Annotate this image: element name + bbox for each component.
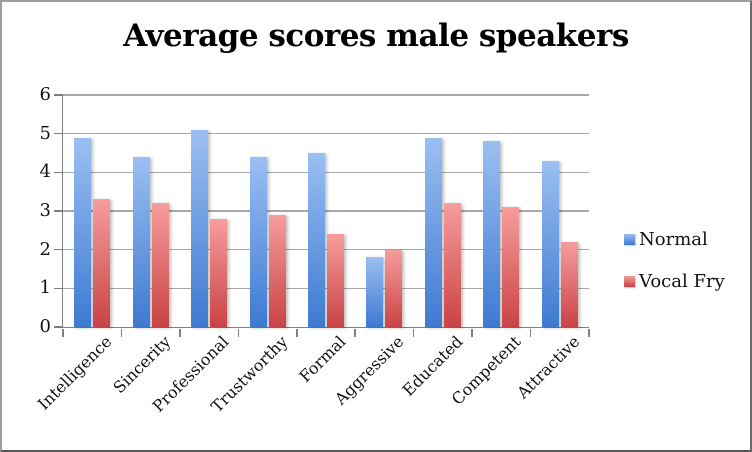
gridline-4 [63, 171, 589, 174]
bar-normal-attractive [541, 160, 559, 327]
bar-normal-sincerity [132, 156, 150, 327]
y-axis-label: 0 [39, 316, 51, 337]
bar-group-attractive [531, 95, 589, 327]
gridline-3 [63, 210, 589, 212]
legend-item-vocal-fry: Vocal Fry [624, 271, 725, 292]
x-axis-tick [354, 328, 356, 337]
x-axis-tick [412, 328, 415, 337]
x-axis-tick [120, 328, 123, 337]
bar-group-intelligence [63, 95, 121, 327]
bar-vocal-fry-trustworthy [268, 214, 286, 327]
y-axis-label: 5 [39, 122, 51, 144]
bar-normal-trustworthy [249, 156, 267, 327]
y-axis-tick [54, 132, 63, 135]
y-axis-label: 6 [39, 84, 51, 105]
bar-normal-aggressive [366, 257, 384, 327]
gridline-6 [63, 94, 589, 96]
bar-vocal-fry-intelligence [93, 199, 111, 327]
legend: Normal Vocal Fry [624, 229, 725, 292]
y-axis-tick [54, 210, 63, 212]
bar-vocal-fry-professional [210, 218, 228, 327]
x-axis-tick [237, 328, 240, 337]
y-axis-label: 2 [39, 238, 51, 260]
bar-vocal-fry-educated [443, 203, 461, 327]
bar-vocal-fry-attractive [560, 241, 578, 327]
bar-vocal-fry-sincerity [151, 203, 169, 327]
x-axis-tick [471, 328, 473, 337]
bar-normal-educated [424, 137, 442, 327]
bar-vocal-fry-formal [326, 234, 344, 327]
plot-area: 0 1 2 3 4 5 6 Intelligence Sincerity Professional… [34, 84, 590, 416]
bar-group-educated [414, 95, 472, 327]
bar-groups [63, 95, 589, 327]
gridline-2 [63, 248, 589, 251]
y-axis-tick [54, 326, 63, 328]
y-axis-tick [54, 248, 63, 251]
bar-normal-formal [307, 153, 325, 327]
bar-group-competent [472, 95, 530, 327]
x-axis-tick [179, 328, 181, 337]
legend-label: Normal [639, 229, 708, 250]
chart-title: Average scores male speakers [123, 18, 629, 54]
y-axis-label: 4 [39, 161, 51, 183]
bar-normal-competent [483, 141, 501, 327]
bar-vocal-fry-aggressive [385, 249, 403, 327]
gridline-5 [63, 132, 589, 135]
y-axis-tick [54, 94, 63, 96]
bar-vocal-fry-competent [502, 207, 520, 327]
x-axis-tick [529, 328, 532, 337]
x-axis-tick [62, 328, 64, 337]
bar-group-professional [180, 95, 238, 327]
x-axis-tick [588, 328, 590, 337]
legend-item-normal: Normal [624, 229, 725, 250]
bar-group-trustworthy [238, 95, 296, 327]
bar-normal-professional [191, 129, 209, 327]
bar-normal-intelligence [74, 137, 92, 327]
bar-group-aggressive [355, 95, 413, 327]
y-axis-tick [54, 171, 63, 174]
legend-swatch-vocal-fry [624, 276, 635, 287]
legend-label: Vocal Fry [639, 271, 725, 292]
gridline-1 [63, 287, 589, 290]
bar-group-sincerity [121, 95, 179, 327]
y-axis-label: 1 [39, 277, 51, 299]
bar-group-formal [297, 95, 355, 327]
legend-swatch-normal [624, 234, 635, 245]
y-axis-tick [54, 287, 63, 290]
y-axis-label: 3 [39, 200, 51, 221]
x-axis-tick [296, 328, 298, 337]
